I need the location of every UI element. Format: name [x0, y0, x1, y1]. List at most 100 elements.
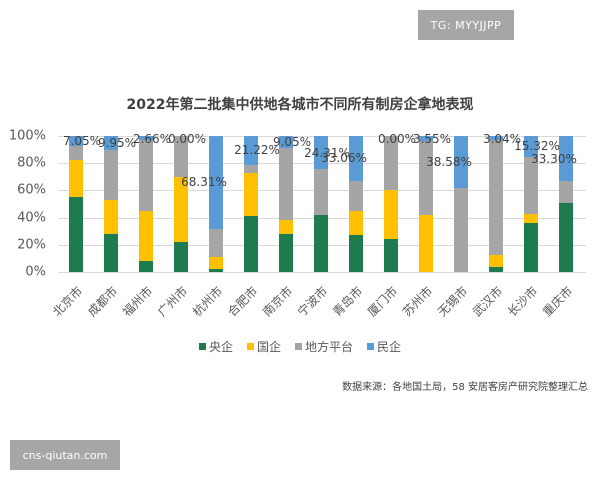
chart-legend: 央企 国企 地方平台 民企: [0, 338, 600, 355]
x-tick-label: 福州市: [119, 283, 156, 320]
bar-segment-local: [559, 181, 573, 203]
stacked-bar: [419, 136, 433, 272]
bar-segment-private: [419, 136, 433, 141]
bar-segment-central: [314, 214, 328, 272]
legend-label: 国企: [256, 340, 281, 354]
data-label: 68.31%: [181, 175, 227, 190]
legend-item-state: 国企: [246, 338, 281, 355]
bar-segment-local: [349, 180, 363, 211]
bar-segment-state: [174, 176, 188, 243]
stacked-bar: [524, 136, 538, 272]
x-tick-label: 苏州市: [399, 283, 436, 320]
bar-segment-state: [384, 190, 398, 240]
bar-segment-private: [104, 136, 118, 150]
bar-segment-state: [69, 160, 83, 198]
bar-segment-state: [139, 210, 153, 262]
data-label: 21.22%: [234, 143, 280, 158]
x-tick-label: 长沙市: [504, 283, 541, 320]
y-tick-label: 0%: [25, 264, 46, 280]
data-label: 7.05%: [62, 133, 102, 148]
bar-segment-state: [209, 257, 223, 270]
bar-segment-state: [489, 255, 503, 268]
bar-segment-state: [104, 199, 118, 234]
x-tick-label: 合肥市: [224, 283, 261, 320]
legend-label: 民企: [377, 340, 402, 354]
bar-segment-local: [209, 228, 223, 258]
x-tick-label: 无锡市: [434, 283, 471, 320]
bar-segment-local: [489, 140, 503, 256]
bar-segment-central: [104, 233, 118, 272]
bar-segment-central: [489, 267, 503, 272]
data-label: 0.00%: [167, 132, 207, 146]
stacked-bar: [314, 136, 328, 272]
data-label: 15.32%: [514, 139, 560, 154]
x-tick-label: 重庆市: [539, 283, 576, 320]
x-tick-label: 广州市: [154, 283, 191, 320]
legend-swatch-icon: [295, 343, 302, 350]
bar-segment-central: [244, 216, 258, 272]
data-label: 3.04%: [482, 132, 522, 146]
legend-item-local: 地方平台: [295, 338, 353, 355]
bar-segment-local: [454, 188, 468, 272]
gridline: [58, 272, 586, 273]
y-tick-label: 40%: [17, 210, 46, 226]
y-tick-label: 80%: [17, 155, 46, 171]
legend-item-central: 央企: [198, 338, 233, 355]
bar-segment-central: [279, 233, 293, 272]
bar-segment-local: [314, 169, 328, 215]
y-tick-label: 20%: [17, 237, 46, 253]
bar-segment-state: [524, 213, 538, 224]
bar-segment-local: [524, 156, 538, 214]
legend-swatch-icon: [367, 343, 375, 350]
y-tick-label: 60%: [17, 182, 46, 198]
bar-segment-private: [314, 136, 328, 170]
bar-segment-private: [279, 136, 293, 149]
stacked-bar: [349, 136, 363, 272]
watermark: cns-qiutan.com: [10, 440, 120, 470]
x-tick-label: 北京市: [49, 283, 86, 320]
bar-segment-private: [454, 136, 468, 189]
bar-segment-private: [209, 136, 223, 229]
bar-segment-local: [69, 145, 83, 161]
data-label: 33.30%: [531, 151, 577, 166]
bar-segment-local: [104, 149, 118, 200]
chart-title: 2022年第二批集中供地各城市不同所有制房企拿地表现: [126, 97, 474, 113]
x-tick-label: 南京市: [259, 283, 296, 320]
x-tick-label: 青岛市: [329, 283, 366, 320]
bar-segment-local: [384, 136, 398, 191]
data-label: 9.95%: [97, 135, 137, 150]
bar-segment-state: [349, 210, 363, 236]
stacked-bar: [104, 136, 118, 272]
bar-segment-local: [139, 139, 153, 211]
y-tick-label: 100%: [8, 128, 46, 144]
data-label: 33.06%: [321, 151, 367, 166]
bar-segment-private: [139, 136, 153, 140]
bar-segment-central: [209, 269, 223, 272]
x-tick-label: 厦门市: [364, 283, 401, 320]
bar-segment-central: [524, 223, 538, 272]
stacked-bar: [69, 136, 83, 272]
bar-segment-state: [244, 172, 258, 217]
data-label: 9.05%: [272, 135, 312, 150]
stacked-bar: [559, 136, 573, 272]
bar-segment-private: [244, 136, 258, 165]
stacked-bar: [139, 136, 153, 272]
stacked-bar: [279, 136, 293, 272]
x-tick-label: 杭州市: [189, 283, 226, 320]
data-label: 0.00%: [377, 132, 417, 146]
stacked-bar: [244, 136, 258, 272]
bar-segment-state: [419, 214, 433, 272]
legend-label: 地方平台: [305, 340, 354, 354]
bar-segment-central: [139, 261, 153, 272]
bar-segment-local: [419, 140, 433, 215]
x-tick-label: 成都市: [84, 283, 121, 320]
tg-badge: TG: MYYJJPP: [418, 10, 514, 40]
bar-segment-private: [559, 136, 573, 182]
legend-item-private: 民企: [367, 338, 401, 355]
bar-segment-private: [489, 136, 503, 141]
bar-segment-central: [349, 235, 363, 272]
stacked-bar: [174, 136, 188, 272]
data-source-note: 数据来源：各地国土局，58 安居客房产研究院整理汇总: [342, 382, 588, 393]
bar-segment-local: [279, 148, 293, 221]
